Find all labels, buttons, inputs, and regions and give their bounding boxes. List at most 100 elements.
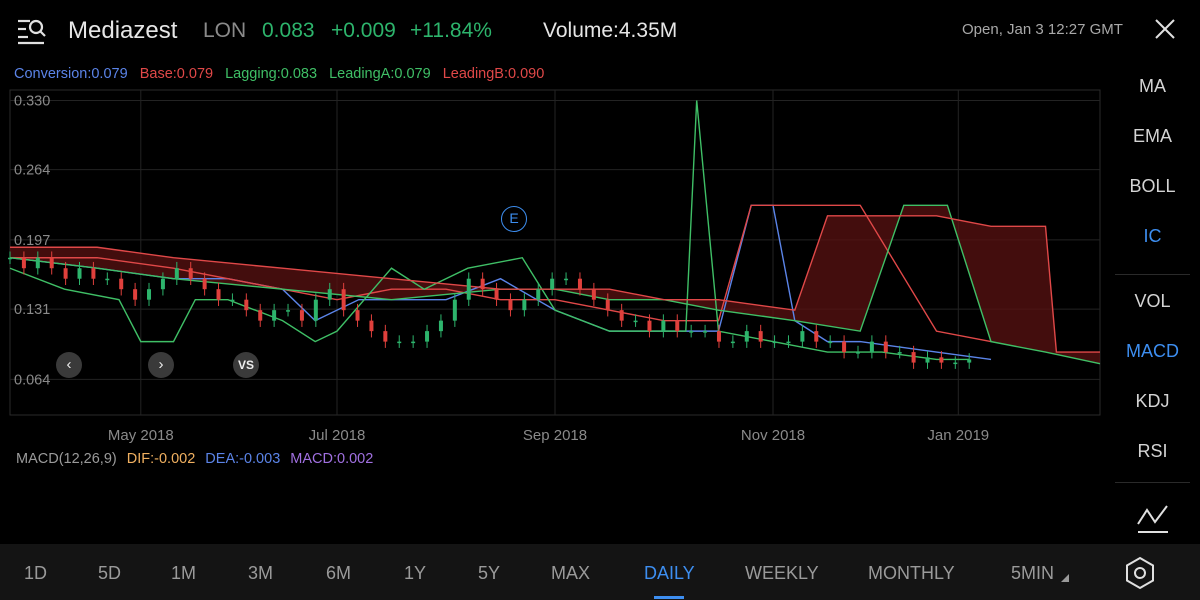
candle-body [508, 299, 513, 311]
indicator-rsi[interactable]: RSI [1137, 441, 1168, 461]
candle-body [550, 278, 555, 290]
menu-divider [1115, 482, 1190, 483]
line-chart-icon[interactable] [1135, 502, 1171, 536]
candle-body [730, 341, 735, 344]
candle-body [452, 299, 457, 321]
candle-body [425, 331, 430, 342]
legend-leading-b: LeadingB:0.090 [442, 66, 545, 82]
x-tick-label: May 2018 [108, 427, 174, 444]
candle-body [619, 310, 624, 321]
menu-divider [1115, 274, 1190, 275]
x-tick-label: Nov 2018 [741, 427, 805, 444]
price-change-percent: +11.84% [410, 19, 492, 42]
range-monthly[interactable]: MONTHLY [868, 563, 955, 583]
candle-body [35, 257, 40, 269]
candle-body [91, 268, 96, 279]
candle-body [383, 331, 388, 342]
candle-body [536, 289, 541, 300]
indicator-menu: MA EMA BOLL IC VOL MACD KDJ RSI [1105, 62, 1200, 542]
range-6m[interactable]: 6M [326, 563, 352, 583]
volume-readout: Volume:4.35M [543, 19, 678, 42]
x-tick-label: Jan 2019 [927, 427, 989, 444]
x-tick-label: Sep 2018 [523, 427, 587, 444]
y-tick-label: 0.264 [14, 163, 50, 179]
candle-body [77, 268, 82, 279]
range-3m[interactable]: 3M [248, 563, 274, 583]
macd-legend: MACD(12,26,9) DIF:-0.002 DEA:-0.003 MACD… [16, 451, 379, 467]
close-icon[interactable] [1152, 16, 1178, 42]
candle-body [661, 320, 666, 332]
candle-body [494, 289, 499, 300]
candle-body [105, 278, 110, 281]
candle-body [522, 299, 527, 311]
indicator-kdj[interactable]: KDJ [1135, 391, 1170, 411]
range-weekly[interactable]: WEEKLY [745, 563, 819, 583]
scroll-right-button[interactable]: › [148, 352, 174, 378]
candle-body [147, 289, 152, 300]
search-list-icon[interactable] [16, 15, 48, 47]
range-1d[interactable]: 1D [24, 563, 48, 583]
last-price: 0.083 [262, 19, 315, 42]
compare-vs-button[interactable]: VS [233, 352, 259, 378]
candle-body [355, 310, 360, 321]
candle-body [160, 278, 165, 290]
candle-body [299, 310, 304, 321]
price-chart[interactable]: 0.330 0.264 0.197 0.131 0.064 May 2018 Jul 201… [0, 0, 1105, 450]
dropdown-triangle-icon [1061, 574, 1069, 582]
range-5y[interactable]: 5Y [478, 563, 501, 583]
range-max[interactable]: MAX [551, 563, 591, 583]
candle-body [897, 352, 902, 354]
candle-body [230, 299, 235, 302]
indicator-macd[interactable]: MACD [1126, 341, 1179, 361]
series-line-leadingb [10, 215, 1100, 353]
indicator-boll[interactable]: BOLL [1129, 176, 1176, 196]
candle-body [327, 289, 332, 300]
range-5min[interactable]: 5MIN [1011, 563, 1055, 583]
candle-body [8, 257, 12, 260]
legend-base: Base:0.079 [139, 66, 214, 82]
candle-body [869, 341, 874, 353]
candle-body [647, 320, 652, 332]
header-bar: Mediazest LON 0.083 +0.009 +11.84% Volum… [0, 0, 1200, 62]
y-tick-label: 0.197 [14, 233, 50, 249]
candle-body [188, 268, 193, 279]
indicator-vol[interactable]: VOL [1134, 291, 1171, 311]
range-5d[interactable]: 5D [98, 563, 122, 583]
y-tick-label: 0.330 [14, 93, 50, 109]
scroll-left-button[interactable]: ‹ [56, 352, 82, 378]
indicator-ema[interactable]: EMA [1132, 126, 1172, 146]
range-1m[interactable]: 1M [171, 563, 197, 583]
candle-body [939, 357, 944, 363]
candle-body [842, 341, 847, 353]
candle-body [675, 320, 680, 332]
time-range-bar: 1D 5D 1M 3M 6M 1Y 5Y MAX DAILY WEEKLY MO… [0, 544, 1200, 600]
candle-body [786, 341, 791, 344]
range-1y[interactable]: 1Y [404, 563, 427, 583]
candle-body [577, 278, 582, 290]
y-tick-label: 0.064 [14, 372, 50, 388]
candle-body [21, 257, 26, 269]
indicator-ic[interactable]: IC [1143, 226, 1162, 246]
settings-hexagon-icon[interactable] [1122, 555, 1158, 591]
series-line-base [10, 204, 992, 343]
candle-body [925, 357, 930, 363]
candle-body [411, 341, 416, 344]
stock-title: Mediazest [68, 17, 178, 44]
legend-lagging: Lagging:0.083 [225, 66, 318, 82]
candle-body [828, 341, 833, 344]
candle-body [605, 299, 610, 311]
candle-body [758, 331, 763, 342]
candle-body [953, 362, 958, 365]
candle-body [814, 331, 819, 342]
candle-body [466, 278, 471, 300]
candle-body [313, 299, 318, 321]
candle-body [772, 341, 777, 344]
indicator-ma[interactable]: MA [1139, 76, 1166, 96]
candle-body [716, 331, 721, 342]
macd-value: MACD:0.002 [290, 451, 374, 467]
legend-leading-a: LeadingA:0.079 [329, 66, 431, 82]
range-daily[interactable]: DAILY [644, 563, 695, 583]
candle-body [369, 320, 374, 332]
earnings-event-marker[interactable]: E [501, 206, 527, 232]
candle-body [133, 289, 138, 300]
